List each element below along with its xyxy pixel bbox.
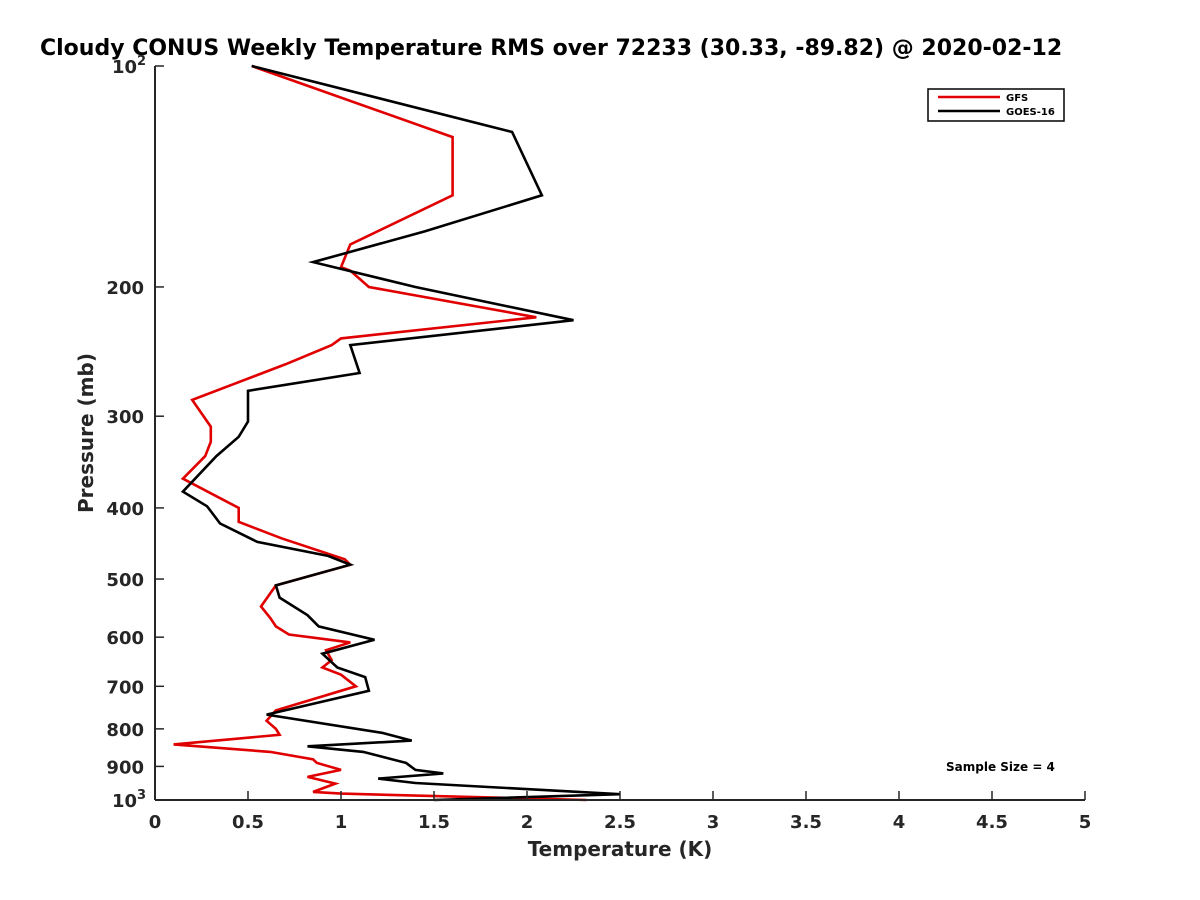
legend-label-gfs: GFS [1006, 93, 1028, 104]
y-tick-label: 400 [106, 499, 144, 520]
chart-title: Cloudy CONUS Weekly Temperature RMS over… [40, 36, 1062, 61]
x-axis-label: Temperature (K) [528, 837, 713, 861]
y-tick-label: 800 [106, 720, 144, 741]
x-ticks: 0 0.5 1 1.5 2 2.5 3 3.5 4 4.5 5 [149, 791, 1092, 833]
x-tick-label: 3.5 [790, 812, 822, 833]
x-tick-label: 1 [335, 812, 348, 833]
x-tick-label: 3 [707, 812, 720, 833]
x-tick-label: 0.5 [232, 812, 264, 833]
plot-lines [173, 64, 621, 802]
x-tick-label: 1.5 [418, 812, 450, 833]
y-tick-label: 300 [106, 407, 144, 428]
y-tick-label: 10 [112, 791, 137, 812]
x-tick-label: 2.5 [604, 812, 636, 833]
y-tick-label: 10 [112, 57, 137, 78]
y-tick-label: 200 [106, 278, 144, 299]
y-tick-label: 900 [106, 757, 144, 778]
x-tick-label: 2 [521, 812, 534, 833]
legend-box [927, 88, 1065, 122]
x-tick-label: 4.5 [976, 812, 1008, 833]
y-tick-label: 600 [106, 628, 144, 649]
y-tick-exponent: 3 [137, 788, 146, 803]
y-axis-label: Pressure (mb) [74, 353, 98, 513]
y-tick-label: 500 [106, 570, 144, 591]
axes [154, 66, 1085, 801]
series-line-gfs [173, 64, 587, 802]
sample-size-annotation: Sample Size = 4 [946, 760, 1055, 774]
y-tick-label: 700 [106, 677, 144, 698]
series-line-goes16 [180, 64, 621, 802]
x-tick-label: 5 [1079, 812, 1092, 833]
legend-label-goes16: GOES-16 [1006, 107, 1055, 118]
legend: GFS GOES-16 [927, 88, 1065, 122]
y-tick-exponent: 2 [137, 54, 146, 69]
x-tick-label: 4 [893, 812, 906, 833]
x-tick-label: 0 [149, 812, 162, 833]
